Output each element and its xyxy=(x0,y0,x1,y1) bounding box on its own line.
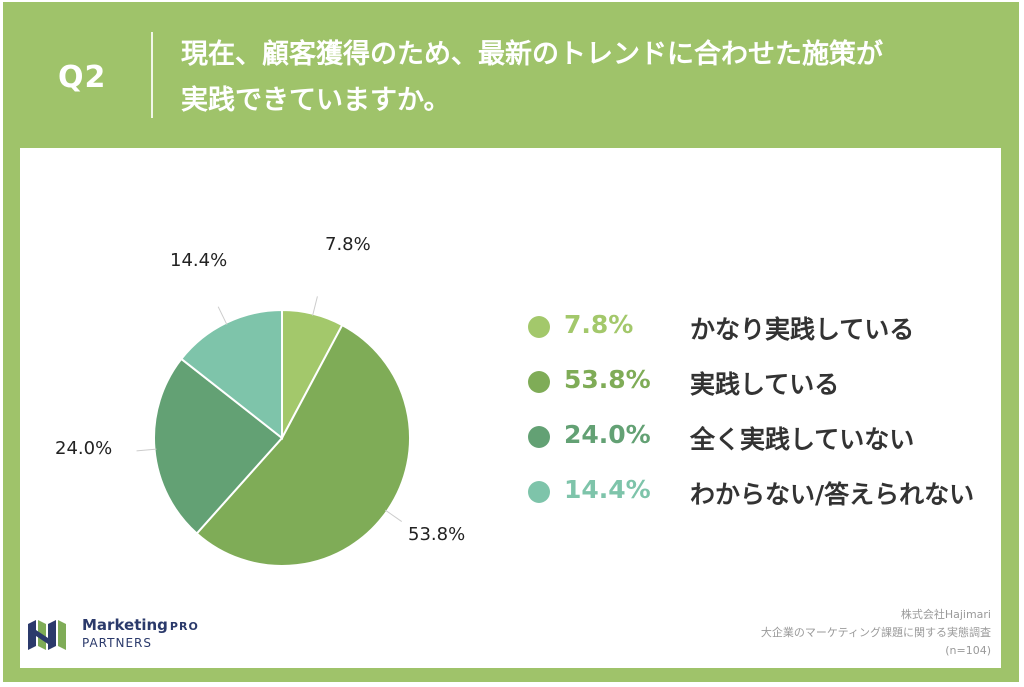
legend-label: 実践している xyxy=(690,370,840,399)
slice-data-label: 7.8% xyxy=(325,234,371,255)
legend-label: 全く実践していない xyxy=(690,425,915,454)
leader-line xyxy=(385,509,402,522)
slice-data-label: 53.8% xyxy=(408,524,465,545)
legend-item: 24.0% 全く実践していない xyxy=(528,416,988,456)
question-number: Q2 xyxy=(58,60,107,95)
company-logo: Marketing PRO PARTNERS xyxy=(28,614,228,658)
legend-item: 53.8% 実践している xyxy=(528,361,988,401)
question-text-line-2: 実践できていますか。 xyxy=(181,85,451,116)
source-company: 株式会社Hajimari xyxy=(900,608,991,621)
pie-chart: 7.8% 53.8% 24.0% 14.4% xyxy=(55,234,465,567)
question-text: 現在、顧客獲得のため、最新のトレンドに合わせた施策が 実践できていますか。 xyxy=(181,32,981,124)
source-survey-title: 大企業のマーケティング課題に関する実態調査 xyxy=(760,626,991,639)
leader-line xyxy=(312,296,318,316)
legend-swatch xyxy=(528,371,550,393)
legend-percentage: 53.8% xyxy=(564,365,651,394)
legend-label: わからない/答えられない xyxy=(690,480,975,509)
leader-line xyxy=(217,306,228,325)
header-divider xyxy=(151,32,153,118)
legend-percentage: 14.4% xyxy=(564,475,651,504)
question-header: Q2 現在、顧客獲得のため、最新のトレンドに合わせた施策が 実践できていますか。 xyxy=(3,2,1019,145)
slice-data-label: 24.0% xyxy=(55,438,112,459)
chart-panel: 7.8% 53.8% 24.0% 14.4% 7.8% かなり実践している 53.8% 実践… xyxy=(20,148,1001,668)
source-sample-size: (n=104) xyxy=(945,644,991,657)
legend-percentage: 24.0% xyxy=(564,420,651,449)
logo-wordmark: Marketing PRO xyxy=(82,616,199,634)
legend-swatch xyxy=(528,316,550,338)
slice-data-label: 14.4% xyxy=(170,250,227,271)
leader-line xyxy=(136,448,157,452)
legend-item: 14.4% わからない/答えられない xyxy=(528,471,988,511)
marketing-pro-logo-icon xyxy=(28,620,66,650)
logo-subtext: PARTNERS xyxy=(82,636,152,650)
logo-name-text: Marketing xyxy=(82,616,168,634)
logo-pro-text: PRO xyxy=(169,620,199,633)
source-note: 株式会社Hajimari 大企業のマーケティング課題に関する実態調査 (n=10… xyxy=(631,606,991,660)
legend-swatch xyxy=(528,481,550,503)
legend-swatch xyxy=(528,426,550,448)
legend-item: 7.8% かなり実践している xyxy=(528,306,988,346)
survey-card: Q2 現在、顧客獲得のため、最新のトレンドに合わせた施策が 実践できていますか。… xyxy=(3,2,1019,682)
legend-label: かなり実践している xyxy=(690,315,915,344)
legend-percentage: 7.8% xyxy=(564,310,634,339)
question-text-line-1: 現在、顧客獲得のため、最新のトレンドに合わせた施策が xyxy=(181,39,883,70)
